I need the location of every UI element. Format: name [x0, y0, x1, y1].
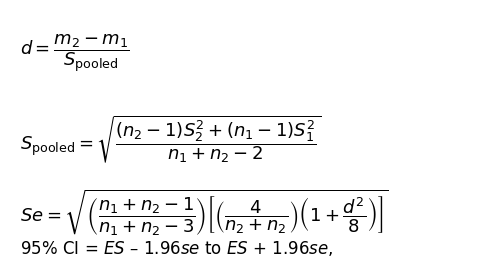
Text: 95% CI = $\mathit{ES}$ – 1.96$\mathit{se}$ to $\mathit{ES}$ + 1.96$\mathit{se}$,: 95% CI = $\mathit{ES}$ – 1.96$\mathit{se… [20, 239, 334, 258]
Text: $S_{\mathrm{pooled}} = \sqrt{\dfrac{(n_2 - 1)S_2^2 + (n_1 - 1)S_1^2}{n_1 + n_2 -: $S_{\mathrm{pooled}} = \sqrt{\dfrac{(n_2… [20, 113, 322, 165]
Text: $d = \dfrac{m_2 - m_1}{S_{\mathrm{pooled}}}$: $d = \dfrac{m_2 - m_1}{S_{\mathrm{pooled… [20, 32, 130, 74]
Text: $Se = \sqrt{\left(\dfrac{n_1 + n_2 - 1}{n_1 + n_2 - 3}\right)\left[\left(\dfrac{: $Se = \sqrt{\left(\dfrac{n_1 + n_2 - 1}{… [20, 188, 389, 239]
